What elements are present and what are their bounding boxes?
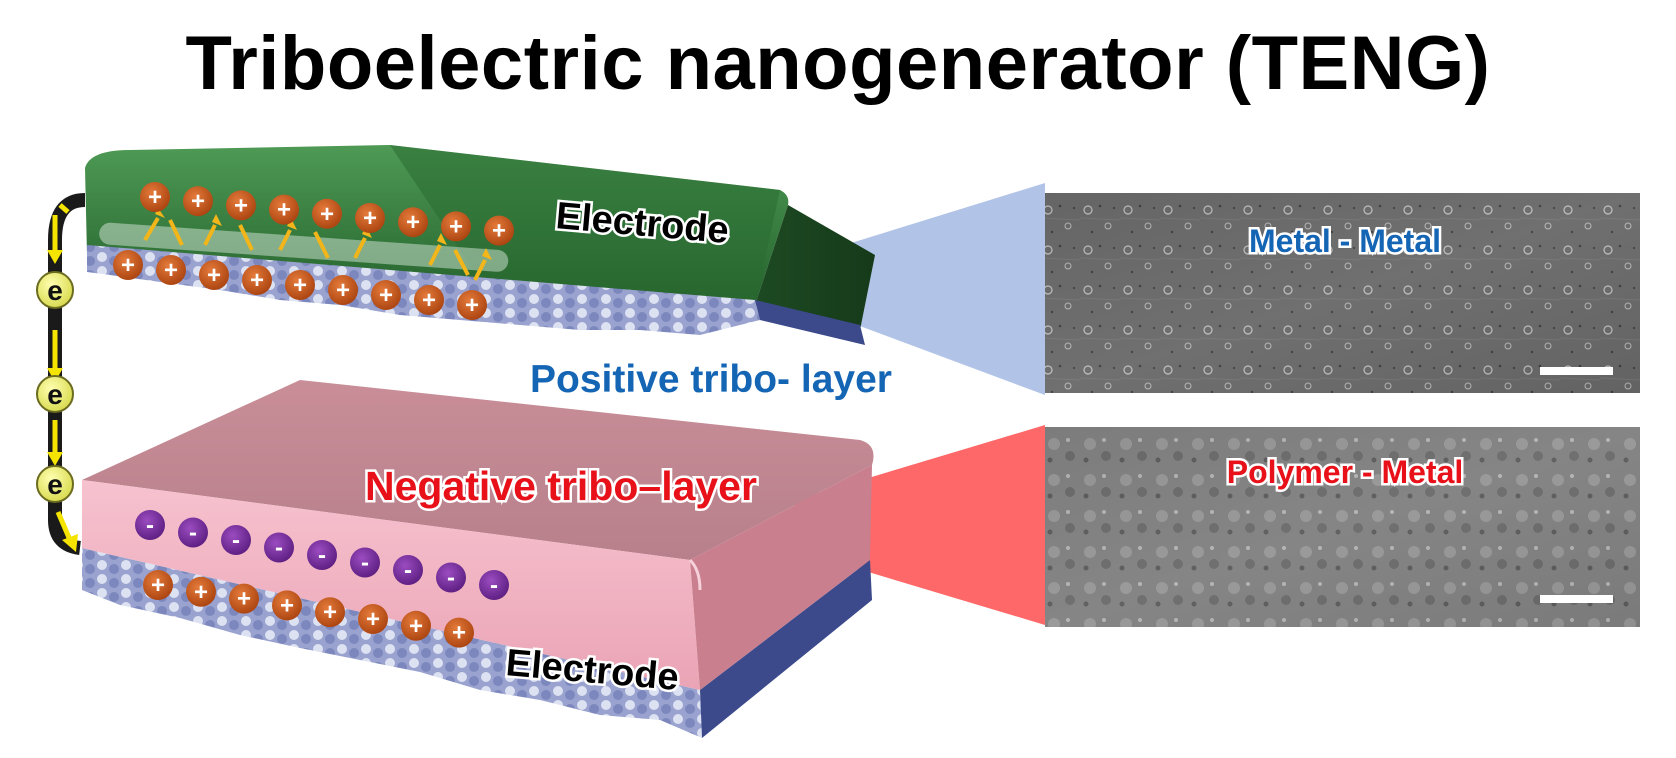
positive-charge: + — [371, 280, 401, 310]
positive-charge: + — [315, 597, 345, 628]
positive-charge: + — [113, 250, 143, 280]
negative-charge: - — [479, 570, 509, 600]
svg-text:+: + — [379, 282, 393, 309]
svg-text:+: + — [406, 209, 420, 236]
positive-charge: + — [186, 576, 216, 607]
svg-text:+: + — [320, 201, 334, 228]
svg-text:+: + — [422, 287, 436, 314]
bottom-slab — [82, 380, 874, 738]
positive-charge: + — [312, 198, 342, 229]
electron-1: e — [36, 271, 74, 309]
electron-symbol: e — [47, 469, 63, 500]
top-magnification-beam — [780, 183, 1045, 395]
svg-text:+: + — [363, 205, 377, 232]
sem-top-label: Metal - Metal — [1249, 223, 1441, 259]
positive-charge: + — [199, 260, 229, 290]
negative-tribo-layer-label: Negative tribo–layer — [365, 463, 757, 509]
positive-charge: + — [285, 270, 315, 300]
positive-charge: + — [272, 590, 302, 621]
svg-text:+: + — [336, 277, 350, 304]
negative-charges: - - - - - - - - - — [135, 510, 509, 600]
positive-charge: + — [414, 285, 444, 315]
svg-text:+: + — [194, 579, 208, 606]
svg-text:+: + — [409, 613, 423, 640]
svg-text:+: + — [449, 213, 463, 240]
svg-text:+: + — [323, 599, 337, 626]
svg-text:+: + — [164, 257, 178, 284]
svg-text:-: - — [146, 512, 154, 539]
svg-text:+: + — [250, 267, 264, 294]
svg-text:-: - — [404, 557, 412, 584]
svg-text:+: + — [148, 184, 162, 211]
negative-charge: - — [350, 547, 380, 578]
svg-text:+: + — [366, 606, 380, 633]
svg-text:-: - — [232, 527, 240, 554]
positive-charge: + — [269, 194, 299, 225]
svg-text:+: + — [237, 586, 251, 613]
svg-text:+: + — [151, 572, 165, 599]
positive-charge: + — [229, 583, 259, 614]
svg-text:+: + — [452, 620, 466, 647]
positive-charge: + — [444, 617, 474, 648]
svg-text:-: - — [318, 542, 326, 569]
svg-text:-: - — [189, 520, 197, 547]
top-tribo-positive-charges: + + + + + + + + + — [113, 250, 487, 320]
negative-charge: - — [307, 540, 337, 570]
svg-text:-: - — [275, 535, 283, 562]
svg-text:+: + — [492, 218, 506, 245]
svg-text:+: + — [207, 262, 221, 289]
electron-symbol: e — [47, 379, 63, 410]
positive-charge: + — [328, 275, 358, 305]
negative-charge: - — [178, 517, 208, 548]
bottom-magnification-beam — [795, 425, 1045, 625]
top-electrode-positive-charges: + + + + + + + + + — [140, 182, 514, 246]
electron-3: e — [36, 465, 74, 503]
positive-charge: + — [484, 215, 514, 246]
positive-charge: + — [398, 207, 428, 238]
positive-tribo-layer-label: Positive tribo- layer — [530, 358, 892, 401]
positive-charge: + — [441, 211, 471, 242]
positive-charge: + — [401, 610, 431, 641]
bottom-electrode-positive-charges: + + + + + + + + — [143, 570, 474, 648]
svg-text:+: + — [234, 192, 248, 219]
positive-charge: + — [156, 255, 186, 285]
positive-charge: + — [140, 182, 170, 212]
positive-charge: + — [183, 186, 213, 217]
page-title: Triboelectric nanogenerator (TENG) — [185, 21, 1491, 106]
positive-charge: + — [242, 265, 272, 295]
svg-text:+: + — [293, 272, 307, 299]
scale-bar-bottom — [1540, 595, 1613, 603]
svg-text:+: + — [121, 252, 135, 279]
positive-charge: + — [226, 190, 256, 221]
negative-charge: - — [264, 532, 294, 563]
negative-charge: - — [135, 510, 165, 540]
sem-bottom-label: Polymer - Metal — [1227, 454, 1464, 490]
positive-charge: + — [358, 604, 388, 634]
electron-2: e — [36, 375, 74, 413]
charge-transfer-arrows — [143, 216, 487, 281]
scale-bar-top — [1540, 367, 1613, 375]
svg-text:-: - — [447, 565, 455, 592]
svg-text:+: + — [280, 592, 294, 619]
negative-charge: - — [436, 562, 466, 593]
negative-tribo-layer-top — [82, 380, 874, 560]
svg-text:+: + — [277, 197, 291, 224]
svg-text:+: + — [191, 188, 205, 215]
electron-symbol: e — [47, 275, 63, 306]
svg-text:+: + — [465, 292, 479, 319]
negative-charge: - — [393, 555, 423, 585]
svg-text:-: - — [490, 572, 498, 599]
positive-charge: + — [457, 290, 487, 320]
svg-text:-: - — [361, 550, 369, 577]
negative-charge: - — [221, 525, 251, 555]
positive-charge: + — [143, 570, 173, 600]
positive-charge: + — [355, 203, 385, 233]
